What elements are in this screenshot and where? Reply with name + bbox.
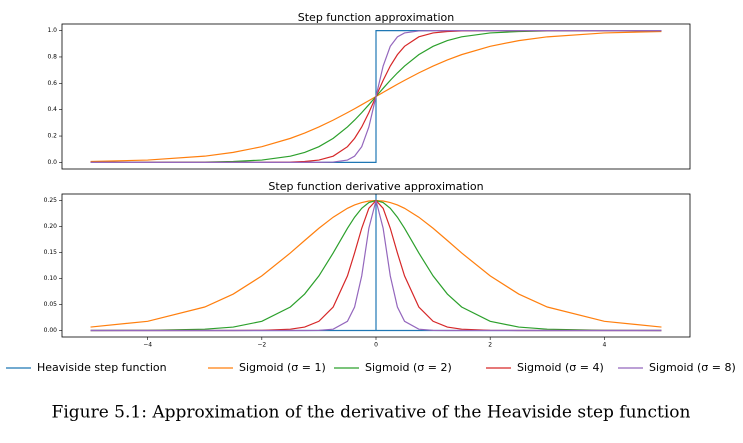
legend-label: Sigmoid (σ = 2): [365, 361, 452, 374]
caption: Figure 5.1: Approximation of the derivat…: [52, 403, 691, 423]
series-line: [90, 29, 662, 164]
y-tick-label: 0.0: [47, 159, 57, 166]
legend-label: Sigmoid (σ = 1): [239, 361, 326, 374]
legend-label: Heaviside step function: [37, 361, 167, 374]
legend-label: Sigmoid (σ = 4): [517, 361, 604, 374]
y-tick-label: 0.15: [44, 249, 58, 256]
series-line: [90, 200, 662, 332]
series-line: [90, 194, 662, 332]
x-tick-label: 2: [488, 342, 492, 349]
x-tick-label: −4: [143, 342, 152, 349]
chart-title: Step function approximation: [298, 11, 454, 24]
y-tick-label: 0.6: [47, 80, 57, 87]
x-tick-label: 0: [374, 342, 378, 349]
y-tick-label: 0.00: [44, 327, 58, 334]
y-tick-label: 0.25: [44, 197, 58, 204]
plot-frame: [61, 193, 691, 338]
x-tick-label: −2: [257, 342, 266, 349]
y-tick-label: 0.4: [47, 106, 57, 113]
legend-label: Sigmoid (σ = 8): [649, 361, 736, 374]
chart-title: Step function derivative approximation: [268, 180, 483, 193]
y-tick-label: 1.0: [47, 27, 57, 34]
y-tick-label: 0.2: [47, 133, 57, 140]
y-tick-label: 0.10: [44, 275, 58, 282]
plot-frame: [61, 23, 691, 170]
y-tick-label: 0.05: [44, 301, 58, 308]
y-tick-label: 0.8: [47, 53, 57, 60]
y-tick-label: 0.20: [44, 223, 58, 230]
x-tick-label: 4: [602, 342, 606, 349]
